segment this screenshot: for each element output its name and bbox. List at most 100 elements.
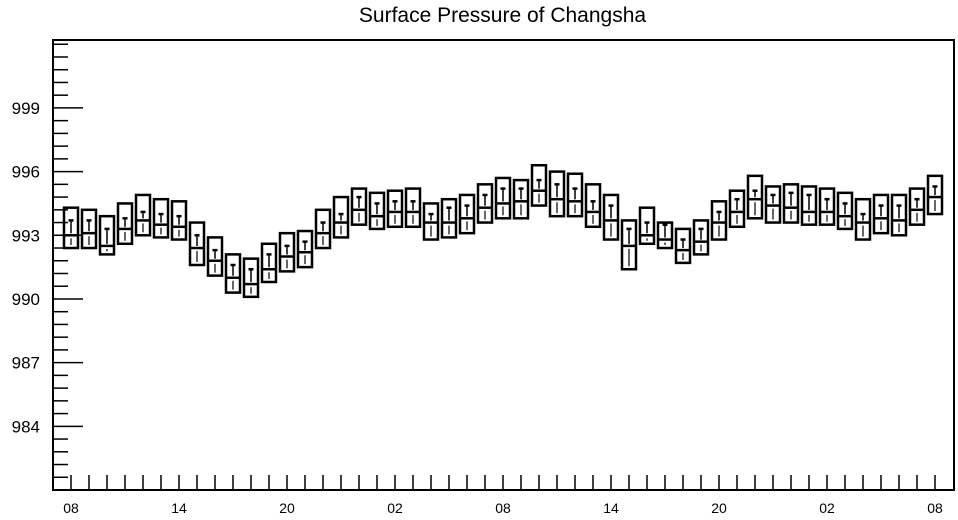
box-mark bbox=[746, 174, 764, 220]
box-rect bbox=[584, 183, 602, 229]
box-rect bbox=[494, 176, 512, 220]
box-mark bbox=[656, 221, 674, 250]
x-tick-label: 08 bbox=[927, 500, 943, 516]
box-mark bbox=[926, 174, 944, 216]
y-tick-label: 987 bbox=[12, 354, 40, 373]
box-rect bbox=[674, 227, 692, 265]
box-rect bbox=[350, 187, 368, 226]
box-mark bbox=[548, 170, 566, 218]
box-rect bbox=[314, 208, 332, 250]
box-mark bbox=[80, 208, 98, 250]
box-rect bbox=[404, 187, 422, 229]
box-mark bbox=[386, 189, 404, 229]
x-tick-label: 02 bbox=[819, 500, 835, 516]
box-mark bbox=[278, 231, 296, 273]
box-mark bbox=[584, 183, 602, 229]
box-mark bbox=[242, 257, 260, 299]
box-rect bbox=[440, 197, 458, 239]
box-rect bbox=[872, 193, 890, 235]
box-mark bbox=[800, 185, 818, 226]
box-rect bbox=[710, 200, 728, 241]
y-tick-label: 993 bbox=[12, 226, 40, 245]
box-mark bbox=[710, 200, 728, 241]
y-axis: 984 987 990 993 996 999 bbox=[12, 43, 83, 491]
box-mark bbox=[314, 208, 332, 250]
box-rect bbox=[638, 206, 656, 246]
box-rect bbox=[530, 163, 548, 207]
box-mark bbox=[494, 176, 512, 220]
box-mark bbox=[728, 189, 746, 229]
box-rect bbox=[278, 231, 296, 273]
box-rect bbox=[476, 183, 494, 224]
box-rect bbox=[368, 191, 386, 231]
plot-frame bbox=[52, 39, 955, 491]
box-rect bbox=[80, 208, 98, 250]
y-tick-label: 996 bbox=[12, 163, 40, 182]
x-tick-label: 02 bbox=[387, 500, 403, 516]
box-mark bbox=[116, 202, 134, 246]
chart-title: Surface Pressure of Changsha bbox=[358, 4, 647, 27]
box-mark bbox=[674, 227, 692, 265]
box-mark bbox=[818, 187, 836, 226]
box-rect bbox=[206, 236, 224, 277]
box-mark bbox=[188, 221, 206, 267]
box-rect bbox=[782, 183, 800, 224]
box-rect bbox=[62, 206, 80, 250]
x-tick-label: 08 bbox=[63, 500, 79, 516]
box-rect bbox=[656, 221, 674, 250]
box-mark bbox=[260, 242, 278, 284]
box-rect bbox=[332, 195, 350, 239]
x-tick-label: 14 bbox=[603, 500, 619, 516]
box-rect bbox=[512, 178, 530, 220]
box-rect bbox=[224, 253, 242, 294]
box-rect bbox=[818, 187, 836, 226]
box-series bbox=[62, 163, 944, 299]
box-mark bbox=[206, 236, 224, 277]
y-tick-label: 999 bbox=[12, 99, 40, 118]
box-mark bbox=[368, 191, 386, 231]
box-mark bbox=[170, 200, 188, 241]
y-tick-label: 990 bbox=[12, 290, 40, 309]
box-rect bbox=[296, 229, 314, 269]
box-rect bbox=[548, 170, 566, 218]
box-mark bbox=[890, 193, 908, 237]
box-rect bbox=[188, 221, 206, 267]
box-rect bbox=[566, 172, 584, 218]
box-rect bbox=[908, 187, 926, 226]
box-rect bbox=[134, 193, 152, 237]
box-rect bbox=[926, 174, 944, 216]
box-mark bbox=[440, 197, 458, 239]
box-mark bbox=[638, 206, 656, 246]
box-mark bbox=[782, 183, 800, 224]
box-mark bbox=[224, 253, 242, 294]
box-mark bbox=[530, 163, 548, 207]
box-rect bbox=[800, 185, 818, 226]
box-rect bbox=[602, 193, 620, 241]
box-rect bbox=[242, 257, 260, 299]
box-rect bbox=[836, 191, 854, 231]
box-rect bbox=[170, 200, 188, 241]
box-rect bbox=[458, 193, 476, 235]
box-mark bbox=[404, 187, 422, 229]
x-tick-label: 20 bbox=[711, 500, 727, 516]
box-mark bbox=[872, 193, 890, 235]
box-mark bbox=[98, 214, 116, 256]
box-rect bbox=[260, 242, 278, 284]
box-rect bbox=[746, 174, 764, 220]
box-mark bbox=[332, 195, 350, 239]
box-mark bbox=[566, 172, 584, 218]
box-mark bbox=[422, 202, 440, 241]
x-tick-label: 08 bbox=[495, 500, 511, 516]
box-mark bbox=[458, 193, 476, 235]
box-mark bbox=[908, 187, 926, 226]
x-tick-label: 14 bbox=[171, 500, 187, 516]
box-rect bbox=[386, 189, 404, 229]
box-rect bbox=[890, 193, 908, 237]
box-mark bbox=[692, 219, 710, 256]
box-mark bbox=[152, 197, 170, 239]
box-rect bbox=[98, 214, 116, 256]
box-mark bbox=[620, 219, 638, 271]
box-rect bbox=[152, 197, 170, 239]
box-rect bbox=[728, 189, 746, 229]
